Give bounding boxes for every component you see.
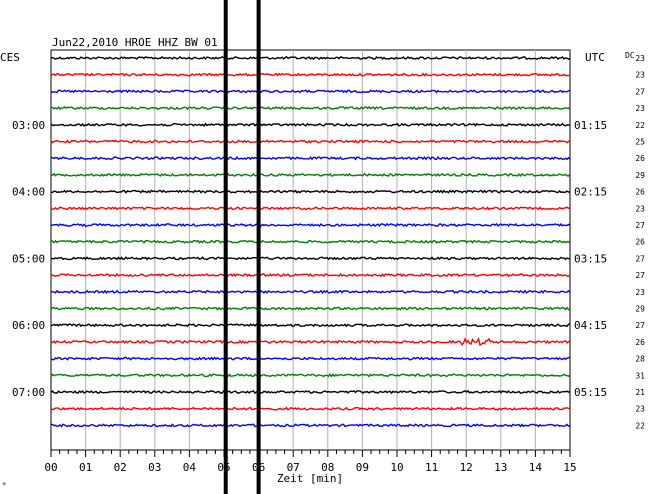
x-tick-label: 03 xyxy=(148,461,161,474)
x-tick-label: 11 xyxy=(425,461,438,474)
dc-offset-label: 28 xyxy=(635,355,645,364)
seismic-trace xyxy=(50,222,571,228)
seismic-trace xyxy=(50,323,570,328)
x-tick-label: 00 xyxy=(44,461,57,474)
dc-offset-label: 23 xyxy=(635,405,645,414)
dc-offset-label: 26 xyxy=(635,238,645,247)
dc-offset-label: 27 xyxy=(635,321,645,330)
seismic-trace xyxy=(50,406,571,411)
dc-offset-label: 22 xyxy=(635,121,645,130)
marker-lines xyxy=(223,0,261,494)
x-axis: 00 01 02 03 04 05 06 07 08 09 10 11 12 13 14 15 xyxy=(44,450,577,474)
x-tick-label: 01 xyxy=(79,461,92,474)
chart-title: Jun22,2010 HROE HHZ BW 01 xyxy=(52,36,218,49)
dc-label: DC xyxy=(625,51,635,60)
x-tick-label: 05 xyxy=(217,461,230,474)
x-tick-label: 09 xyxy=(356,461,369,474)
dc-offset-label: 26 xyxy=(635,338,645,347)
seismic-trace xyxy=(50,206,571,211)
x-tick-label: 06 xyxy=(252,461,265,474)
seismic-trace xyxy=(50,272,571,278)
dc-offset-label: 23 xyxy=(635,71,645,80)
dc-offset-label: 29 xyxy=(635,305,645,314)
dc-offset-label: 27 xyxy=(635,254,645,263)
right-time-zone-label: UTC xyxy=(585,51,605,64)
left-time-label: 06:00 xyxy=(12,319,45,332)
dc-offset-label: 27 xyxy=(635,87,645,96)
dc-offset-label: 22 xyxy=(635,421,645,430)
left-time-label: 04:00 xyxy=(12,186,45,199)
dc-offset-label: 23 xyxy=(635,104,645,113)
dc-offset-label: 23 xyxy=(635,54,645,63)
seismic-trace xyxy=(50,122,571,127)
time-labels: 23 23 27 23 22 25 26 29 26 23 27 26 27 27 23 29 27 26 28 31… xyxy=(12,54,645,430)
seismic-trace xyxy=(50,155,571,161)
dc-offset-label: 29 xyxy=(635,171,645,180)
dc-offset-label: 21 xyxy=(635,388,645,397)
x-tick-label: 07 xyxy=(287,461,300,474)
seismic-trace xyxy=(50,356,571,361)
seismic-trace xyxy=(50,423,571,428)
seismic-trace xyxy=(50,336,571,346)
x-tick-label: 13 xyxy=(494,461,507,474)
dc-offset-label: 26 xyxy=(635,188,645,197)
dc-offset-label: 23 xyxy=(635,204,645,213)
dc-offset-label: 27 xyxy=(635,221,645,230)
right-time-label: 05:15 xyxy=(574,386,607,399)
seismic-trace xyxy=(50,189,570,194)
seismic-trace xyxy=(50,172,571,178)
seismic-trace xyxy=(50,389,571,395)
dc-offset-label: 26 xyxy=(635,154,645,163)
right-time-label: 01:15 xyxy=(574,119,607,132)
seismic-trace xyxy=(50,139,571,144)
right-time-label: 04:15 xyxy=(574,319,607,332)
seismic-trace xyxy=(50,289,571,295)
seismic-trace xyxy=(50,72,571,77)
x-tick-label: 12 xyxy=(460,461,473,474)
seismic-trace xyxy=(50,306,571,311)
right-time-label: 03:15 xyxy=(574,252,607,265)
left-time-zone-label: CES xyxy=(0,51,20,64)
left-time-label: 05:00 xyxy=(12,252,45,265)
corner-mark: * xyxy=(2,481,6,489)
x-tick-label: 15 xyxy=(563,461,576,474)
x-tick-label: 14 xyxy=(529,461,543,474)
dc-offset-label: 27 xyxy=(635,271,645,280)
x-axis-label: Zeit [min] xyxy=(277,472,343,485)
left-time-label: 07:00 xyxy=(12,386,45,399)
dc-offset-label: 23 xyxy=(635,288,645,297)
dc-offset-label: 25 xyxy=(635,138,645,147)
seismic-trace xyxy=(50,239,571,244)
x-tick-label: 04 xyxy=(183,461,197,474)
seismic-trace xyxy=(50,373,571,378)
seismic-trace xyxy=(50,256,571,261)
seismic-traces xyxy=(50,55,571,428)
x-tick-label: 08 xyxy=(321,461,334,474)
seismic-trace xyxy=(50,55,571,61)
seismic-trace xyxy=(50,105,571,111)
x-tick-label: 02 xyxy=(114,461,127,474)
x-tick-label: 10 xyxy=(390,461,403,474)
left-time-label: 03:00 xyxy=(12,119,45,132)
dc-offset-label: 31 xyxy=(635,371,645,380)
right-time-label: 02:15 xyxy=(574,186,607,199)
seismic-trace xyxy=(50,89,571,94)
